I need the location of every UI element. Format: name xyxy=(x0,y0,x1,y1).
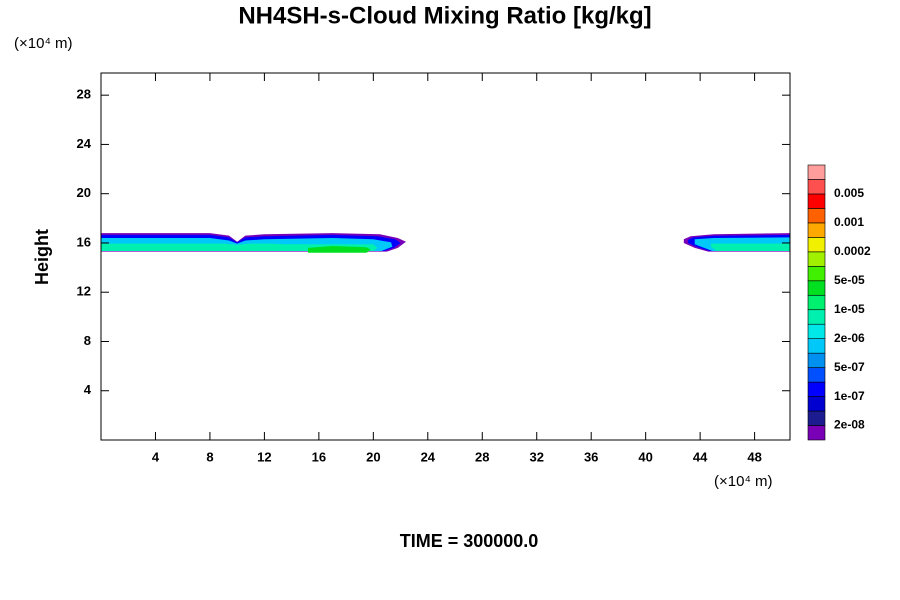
y-tick-label: 16 xyxy=(77,234,91,249)
colorbar-label: 2e-06 xyxy=(834,331,865,345)
colorbar-swatch xyxy=(807,352,826,368)
x-unit: (×10⁴ m) xyxy=(714,473,773,490)
colorbar-label: 0.005 xyxy=(834,186,864,200)
y-tick-label: 24 xyxy=(77,136,92,151)
x-tick-label: 20 xyxy=(366,449,380,464)
colorbar-label: 0.001 xyxy=(834,215,864,229)
x-tick-label: 16 xyxy=(312,449,326,464)
colorbar-swatch xyxy=(807,222,826,238)
colorbar-swatch xyxy=(807,410,826,426)
colorbar-swatch xyxy=(807,323,826,339)
x-tick-label: 12 xyxy=(257,449,271,464)
y-tick-label: 28 xyxy=(77,87,91,102)
colorbar-swatch xyxy=(807,164,826,180)
contour-region xyxy=(308,246,371,253)
colorbar-label: 1e-07 xyxy=(834,389,865,403)
colorbar-swatch xyxy=(807,251,826,267)
x-tick-label: 44 xyxy=(693,449,708,464)
colorbar-swatch xyxy=(807,266,826,282)
y-unit: (×10⁴ m) xyxy=(14,35,73,52)
colorbar-swatch xyxy=(807,338,826,354)
colorbar-swatch xyxy=(807,280,826,296)
y-tick-label: 20 xyxy=(77,185,91,200)
colorbar-swatch xyxy=(807,208,826,224)
x-tick-label: 40 xyxy=(638,449,652,464)
contour-region xyxy=(711,243,790,251)
plot-frame xyxy=(100,72,791,441)
y-tick-label: 4 xyxy=(84,382,92,397)
colorbar-label: 1e-05 xyxy=(834,302,865,316)
colorbar-swatch xyxy=(807,309,826,325)
colorbar-label: 5e-07 xyxy=(834,360,865,374)
x-tick-label: 28 xyxy=(475,449,489,464)
colorbar-swatch xyxy=(807,237,826,253)
x-tick-label: 4 xyxy=(152,449,160,464)
colorbar-label: 0.0002 xyxy=(834,244,871,258)
colorbar-swatch xyxy=(807,381,826,397)
x-tick-label: 24 xyxy=(421,449,436,464)
y-tick-label: 12 xyxy=(77,284,91,299)
colorbar-swatch xyxy=(807,294,826,311)
footer: TIME = 300000.0 xyxy=(400,531,539,551)
colorbar-swatch xyxy=(807,396,826,412)
x-tick-label: 48 xyxy=(747,449,761,464)
y-tick-label: 8 xyxy=(84,333,91,348)
colorbar-label: 5e-05 xyxy=(834,273,865,287)
colorbar-swatch xyxy=(807,193,826,209)
x-tick-label: 36 xyxy=(584,449,598,464)
colorbar-swatch xyxy=(807,425,826,441)
colorbar-swatch xyxy=(807,367,826,383)
x-tick-label: 32 xyxy=(529,449,543,464)
y-axis-label: Height xyxy=(32,229,52,285)
x-tick-label: 8 xyxy=(206,449,213,464)
chart-title: NH4SH-s-Cloud Mixing Ratio [kg/kg] xyxy=(238,2,651,29)
colorbar-label: 2e-08 xyxy=(834,418,865,432)
colorbar-swatch xyxy=(807,179,826,195)
